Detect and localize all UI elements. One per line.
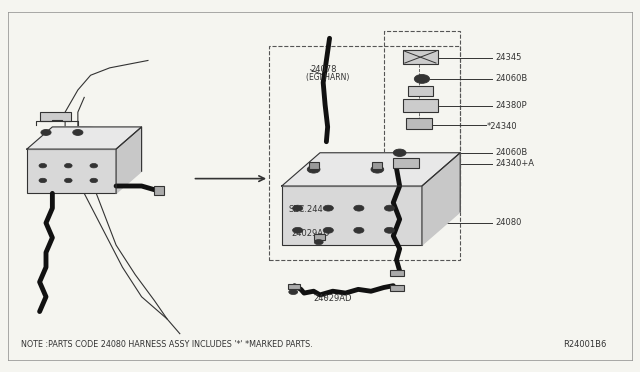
Text: 24078: 24078 bbox=[310, 65, 337, 74]
Circle shape bbox=[323, 227, 333, 233]
Circle shape bbox=[385, 227, 394, 233]
Circle shape bbox=[394, 149, 406, 157]
Circle shape bbox=[90, 163, 98, 168]
Circle shape bbox=[414, 74, 429, 83]
Circle shape bbox=[73, 129, 83, 135]
Circle shape bbox=[371, 166, 384, 173]
Bar bbox=[390, 270, 404, 276]
Circle shape bbox=[354, 205, 364, 211]
Text: 24060B: 24060B bbox=[495, 148, 527, 157]
Text: 24345: 24345 bbox=[495, 53, 522, 62]
Bar bbox=[394, 158, 419, 168]
Text: SEC.244: SEC.244 bbox=[288, 205, 323, 215]
Text: 24029AD: 24029AD bbox=[314, 294, 352, 303]
Bar bbox=[27, 149, 116, 193]
Circle shape bbox=[385, 205, 394, 211]
Bar bbox=[403, 50, 438, 64]
Bar bbox=[384, 31, 460, 186]
Bar bbox=[390, 285, 404, 291]
Bar bbox=[408, 86, 433, 96]
Polygon shape bbox=[422, 153, 460, 245]
Bar bbox=[308, 162, 319, 169]
Bar bbox=[406, 118, 431, 129]
Text: 24340+A: 24340+A bbox=[495, 159, 534, 169]
Circle shape bbox=[314, 240, 323, 245]
Text: 24380P: 24380P bbox=[495, 102, 527, 110]
Circle shape bbox=[289, 289, 298, 295]
Text: 24029AD: 24029AD bbox=[291, 230, 330, 238]
Text: R24001B6: R24001B6 bbox=[563, 340, 607, 349]
Text: 24060B: 24060B bbox=[495, 74, 527, 83]
Circle shape bbox=[39, 163, 47, 168]
Bar bbox=[282, 186, 422, 245]
Bar bbox=[40, 112, 72, 121]
Circle shape bbox=[41, 129, 51, 135]
Bar bbox=[314, 234, 325, 240]
Bar bbox=[403, 99, 438, 112]
Circle shape bbox=[292, 227, 303, 233]
Polygon shape bbox=[116, 127, 141, 193]
Circle shape bbox=[307, 166, 320, 173]
Circle shape bbox=[323, 205, 333, 211]
Circle shape bbox=[39, 178, 47, 183]
Circle shape bbox=[354, 227, 364, 233]
Circle shape bbox=[65, 163, 72, 168]
Bar bbox=[288, 284, 300, 289]
Circle shape bbox=[90, 178, 98, 183]
Bar bbox=[269, 46, 460, 260]
Circle shape bbox=[292, 205, 303, 211]
Text: 24080: 24080 bbox=[495, 218, 522, 227]
Bar bbox=[372, 162, 383, 169]
Circle shape bbox=[65, 178, 72, 183]
Bar bbox=[154, 186, 164, 195]
Text: *24340: *24340 bbox=[487, 122, 518, 131]
Polygon shape bbox=[282, 153, 460, 186]
Polygon shape bbox=[27, 127, 141, 149]
Text: (EGI HARN): (EGI HARN) bbox=[306, 73, 349, 81]
Text: NOTE :PARTS CODE 24080 HARNESS ASSY INCLUDES '*' *MARKED PARTS.: NOTE :PARTS CODE 24080 HARNESS ASSY INCL… bbox=[20, 340, 312, 349]
